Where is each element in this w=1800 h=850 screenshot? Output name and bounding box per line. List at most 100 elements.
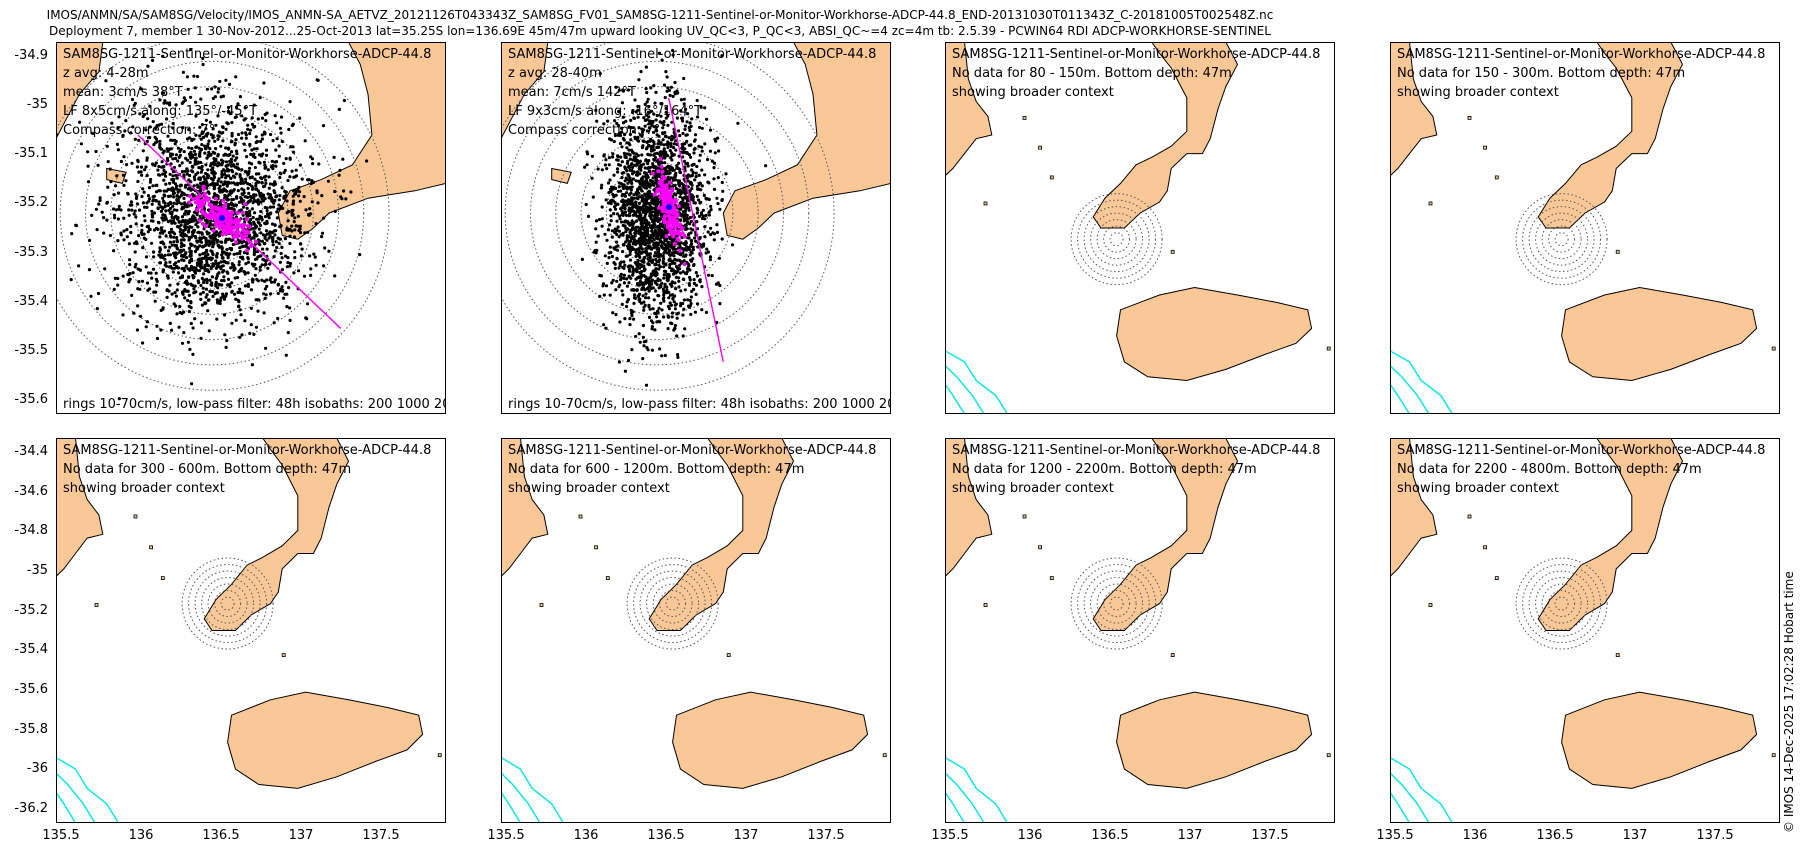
island-marker <box>726 653 731 658</box>
panel-annotation: SAM8SG-1211-Sentinel-or-Monitor-Workhors… <box>508 441 876 498</box>
speed-ring <box>1109 232 1124 247</box>
land-polygon <box>551 167 572 184</box>
map-plot-1 <box>56 42 446 401</box>
panel-annotation: SAM8SG-1211-Sentinel-or-Monitor-Workhors… <box>952 441 1320 498</box>
y-tick-label: -36.2 <box>14 801 48 816</box>
isobath-line <box>1390 756 1453 823</box>
y-tick-label: -35.6 <box>14 682 48 697</box>
isobath-line <box>501 791 522 823</box>
island-marker <box>1049 175 1054 180</box>
map-plot-5 <box>56 438 442 823</box>
island-marker <box>539 603 544 607</box>
principal-axis-line <box>668 97 724 363</box>
island-marker <box>594 545 598 550</box>
x-tick-label: 137 <box>733 828 759 843</box>
speed-ring <box>1548 225 1576 253</box>
panel-info-line: mean: 7cm/s 142°T <box>508 85 637 100</box>
isobath-line <box>1390 791 1411 823</box>
island-marker <box>1615 653 1620 658</box>
island-marker <box>882 753 887 758</box>
speed-ring <box>501 42 835 391</box>
panel-label: SAM8SG-1211-Sentinel-or-Monitor-Workhors… <box>63 47 432 62</box>
speed-ring <box>1541 219 1582 260</box>
land-polygon <box>1390 438 1438 578</box>
land-polygon <box>1092 438 1239 631</box>
land-polygon <box>277 42 446 240</box>
panel-info-line: LF 9x3cm/s along: -16°/164°T <box>508 104 703 119</box>
speed-ring <box>1522 199 1602 279</box>
x-tick-label: 136.5 <box>1536 828 1574 843</box>
island-marker <box>1038 145 1042 150</box>
speed-ring <box>1083 206 1150 273</box>
panel-info-line: No data for 300 - 600m. Bottom depth: 47… <box>63 462 352 477</box>
y-tick-label: -35.5 <box>14 342 48 358</box>
isobath-line <box>945 772 985 823</box>
panel-footnote: rings 10-70cm/s, low-pass filter: 48h is… <box>508 397 891 412</box>
isobath-line <box>945 350 1008 414</box>
land-polygon <box>227 691 424 789</box>
map-panel-1: SAM8SG-1211-Sentinel-or-Monitor-Workhors… <box>56 42 446 414</box>
isobath-line <box>501 772 541 823</box>
map-plot-3 <box>945 42 1331 414</box>
speed-ring <box>59 60 365 366</box>
island-marker <box>1494 175 1499 180</box>
x-tick-label: 136.5 <box>647 828 685 843</box>
y-tick-label: -35.1 <box>14 146 48 162</box>
isobath-line <box>945 383 966 414</box>
island-marker <box>281 653 286 658</box>
isobath-line <box>56 756 119 823</box>
speed-ring <box>1103 590 1131 618</box>
land-polygon <box>945 438 993 578</box>
y-tick-label: -35.4 <box>14 642 48 658</box>
land-polygon <box>945 42 993 177</box>
y-tick-label: -35 <box>26 97 48 113</box>
x-tick-label: 135.5 <box>487 828 525 843</box>
island-marker <box>1326 346 1331 351</box>
island-marker <box>437 753 442 758</box>
speed-ring <box>626 557 719 650</box>
panel-info-line: No data for 2200 - 4800m. Bottom depth: … <box>1397 462 1702 477</box>
panel-label: SAM8SG-1211-Sentinel-or-Monitor-Workhors… <box>63 443 432 458</box>
panel-annotation: SAM8SG-1211-Sentinel-or-Monitor-Workhors… <box>508 45 876 140</box>
x-tick-label: 137.5 <box>807 828 845 843</box>
panel-info-line: No data for 1200 - 2200m. Bottom depth: … <box>952 462 1257 477</box>
land-polygon <box>1561 691 1758 789</box>
land-polygon <box>1092 42 1239 229</box>
y-tick-label: -34.4 <box>14 444 48 459</box>
isobath-line <box>945 365 985 414</box>
speed-ring <box>1554 232 1569 247</box>
panel-info-line: LF 8x5cm/s along: 135°/-45°T <box>63 104 258 119</box>
panel-footnote: rings 10-70cm/s, low-pass filter: 48h is… <box>63 397 446 412</box>
speed-ring <box>1522 564 1602 644</box>
speed-ring <box>1548 590 1576 618</box>
island-marker <box>1049 576 1054 581</box>
x-tick-label: 136 <box>573 828 599 843</box>
land-polygon <box>1116 691 1313 789</box>
figure-title-line2: Deployment 7, member 1 30-Nov-2012...25-… <box>49 24 1271 38</box>
isobath-line <box>945 791 966 823</box>
panel-annotation: SAM8SG-1211-Sentinel-or-Monitor-Workhors… <box>63 45 431 140</box>
y-tick-label: -36 <box>26 761 48 777</box>
speed-ring <box>1090 212 1144 266</box>
land-polygon <box>672 691 869 789</box>
speed-ring <box>1077 199 1157 279</box>
isobath-line <box>1390 365 1430 414</box>
x-tick-label: 135.5 <box>1376 828 1414 843</box>
speed-ring <box>659 590 687 618</box>
panel-annotation: SAM8SG-1211-Sentinel-or-Monitor-Workhors… <box>63 441 431 498</box>
panel-label: SAM8SG-1211-Sentinel-or-Monitor-Workhors… <box>952 47 1321 62</box>
speed-ring <box>1096 219 1137 260</box>
land-polygon <box>501 42 549 139</box>
x-tick-label: 136 <box>128 828 154 843</box>
speed-ring <box>160 162 264 265</box>
speed-ring <box>1077 564 1157 644</box>
island-marker <box>149 545 153 550</box>
land-polygon <box>1390 42 1438 177</box>
panel-info-line: showing broader context <box>63 481 225 496</box>
island-marker <box>983 201 988 206</box>
panel-info-line: z avg: 4-28m <box>63 66 149 81</box>
land-polygon <box>1561 286 1758 382</box>
mean-velocity-marker <box>666 204 672 211</box>
panel-label: SAM8SG-1211-Sentinel-or-Monitor-Workhors… <box>508 443 877 458</box>
map-plot-7 <box>945 438 1331 823</box>
